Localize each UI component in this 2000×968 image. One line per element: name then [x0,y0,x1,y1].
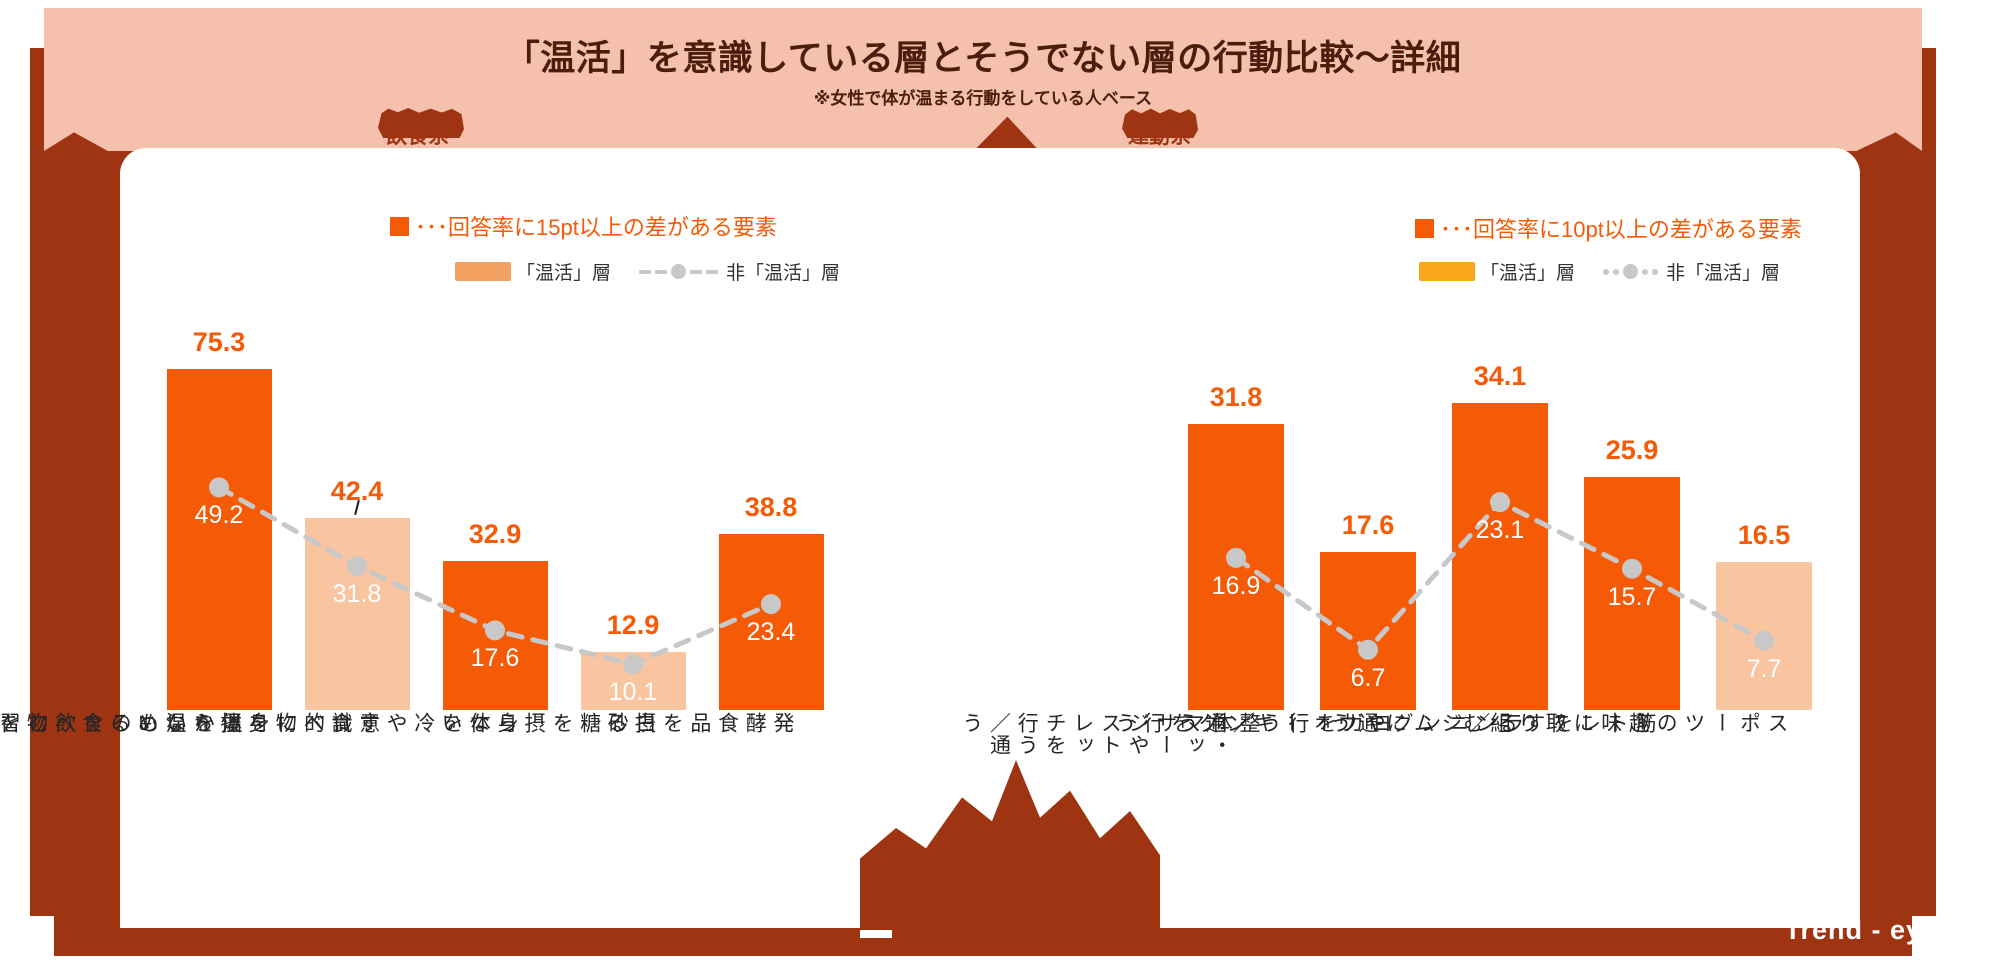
category-label: スポーツの趣味に取り組む [1460,712,1788,734]
bar-value-label: 25.9 [1605,434,1659,465]
legend-series-right: 「温活」層 非「温活」層 [1419,258,1780,285]
chart-right: 31.8 17.6 34.1 25.9 16.5 16.9 6.7 23.1 15.7 7.7 [1170,300,1830,710]
category-label: 白砂糖を摂らない [438,712,656,734]
header-band: 「温活」を意識している層とそうでない層の行動比較〜詳細 ※女性で体が温まる行動を… [44,8,1922,151]
bar-value-label: 38.8 [744,492,798,523]
book-gap-left [860,148,892,938]
legend-line-icon [637,264,720,279]
bar-value-label: 31.8 [1209,381,1263,412]
line-value-label: 10.1 [608,678,658,707]
category-label: 身体を冷やす食べ物を摂らない [134,712,518,734]
legend-line-label: 非「温活」層 [1666,263,1781,284]
line-value-label: 23.4 [746,618,796,647]
category-label: 筋トレをする／ジムに通う [1328,712,1656,734]
category-label: ランニングやウォーキングを行う [1112,712,1524,734]
line-value-label: 15.7 [1607,582,1657,611]
page-subtitle: ※女性で体が温まる行動をしている人ベース [813,89,1153,108]
legend-bar-swatch [1419,262,1475,281]
line-value-label: 23.1 [1475,516,1525,545]
line-value-label: 6.7 [1350,663,1386,692]
legend-square-icon [390,216,409,236]
brand-watermark: Trend - eye [1784,915,1938,945]
legend-threshold-text: ･･･回答率に10pt以上の差がある要素 [1440,217,1802,242]
line-value-label: 16.9 [1211,571,1261,600]
bar [166,369,272,710]
legend-bar-label: 「温活」層 [1480,263,1576,284]
legend-line-label: 非「温活」層 [726,263,841,284]
page-title: 「温活」を意識している層とそうでない層の行動比較〜詳細 [504,39,1462,78]
line-value-label: 49.2 [194,501,244,530]
category-label: 発酵食品を摂る [604,712,794,734]
category-label: ヨガを行う／通う [1174,712,1392,734]
legend-square-icon [1415,218,1434,238]
bar-value-label: 75.3 [192,327,246,358]
bar [304,518,410,710]
legend-threshold-note-left: ･･･回答率に15pt以上の差がある要素 [390,210,777,242]
legend-bar-label: 「温活」層 [516,263,612,284]
category-label: 意識的に身体を温める食べ物を摂る [0,712,380,734]
bar [442,561,548,710]
legend-threshold-note-right: ･･･回答率に10pt以上の差がある要素 [1415,212,1802,244]
bar-value-label: 16.5 [1737,519,1791,550]
frame-notch-bottom-left [30,916,54,956]
legend-threshold-text: ･･･回答率に15pt以上の差がある要素 [415,215,777,240]
category-label: 整体・マッサージやストレッチを行う／通う [959,712,1260,756]
legend-bar-swatch [455,262,511,281]
legend-line-icon [1601,264,1660,279]
category-label: 温かいものを飲む習慣を持つ [0,712,242,734]
bar-value-label: 32.9 [468,519,522,550]
chart-left: 75.3 42.4 32.9 12.9 38.8 49.2 31.8 17.6 10.1 23.4 [150,300,840,710]
tab-blob-left-icon [378,108,464,138]
bar-value-label: 34.1 [1473,361,1527,392]
line-value-label: 7.7 [1746,654,1782,683]
line-value-label: 17.6 [470,644,520,673]
tab-blob-right-icon [1122,108,1198,138]
legend-series-left: 「温活」層 非「温活」層 [455,258,840,285]
line-value-label: 31.8 [332,580,382,609]
frame-notch-bottom-right [1912,916,1936,956]
